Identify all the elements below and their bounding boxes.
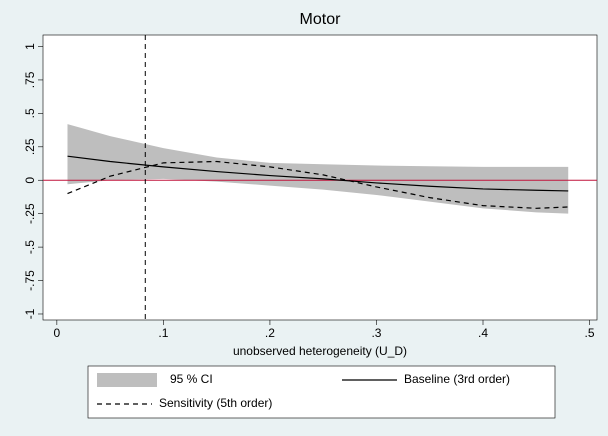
- legend-label: Sensitivity (5th order): [159, 396, 272, 410]
- legend-label: Baseline (3rd order): [404, 372, 510, 386]
- y-tick-label: .5: [23, 108, 37, 118]
- y-tick-label: -1: [23, 308, 37, 319]
- chart-title: Motor: [300, 11, 342, 28]
- x-tick-label: .5: [585, 326, 595, 340]
- series-line: [67, 160, 569, 209]
- legend-label: 95 % CI: [170, 372, 213, 386]
- y-tick-label: .75: [23, 71, 37, 88]
- x-axis-label: unobserved heterogeneity (U_D): [233, 344, 407, 358]
- y-tick-label: 0: [23, 177, 37, 184]
- legend-swatch: [97, 373, 157, 387]
- y-tick-label: -.75: [23, 270, 37, 291]
- y-tick-label: -.5: [23, 240, 37, 254]
- x-tick-label: .4: [478, 326, 488, 340]
- x-tick-label: .3: [371, 326, 381, 340]
- x-tick-label: .1: [158, 326, 168, 340]
- x-tick-label: .2: [265, 326, 275, 340]
- ci-band: [67, 124, 569, 214]
- y-tick-label: -.25: [23, 203, 37, 224]
- x-tick-label: 0: [54, 326, 61, 340]
- y-tick-label: .25: [23, 138, 37, 155]
- y-tick-label: 1: [23, 43, 37, 50]
- legend: [87, 365, 556, 419]
